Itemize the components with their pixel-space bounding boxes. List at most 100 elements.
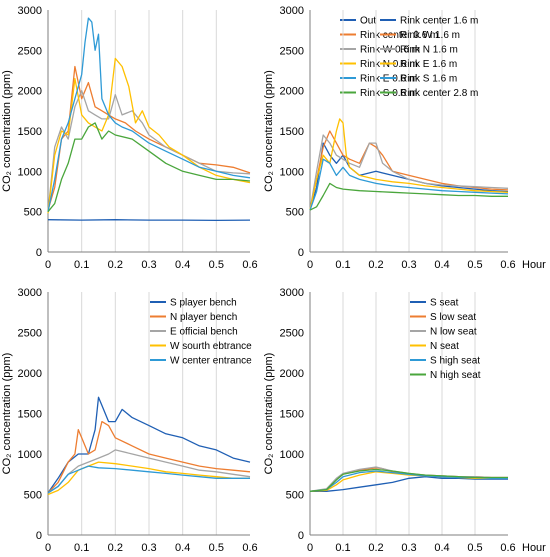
- legend-label: Rink S 1.6 m: [400, 74, 457, 85]
- x-tick-label: 0.3: [141, 259, 156, 271]
- x-tick-label: 0.3: [141, 542, 156, 554]
- series-line-out: [47, 219, 251, 222]
- x-axis-label: Hour: [522, 542, 546, 554]
- x-tick-label: 0.5: [209, 542, 224, 554]
- y-tick-label: 3000: [18, 287, 42, 299]
- legend-label: W center entrance: [170, 356, 252, 367]
- series-line-n-high-seat: [309, 468, 508, 492]
- x-tick-label: 0: [45, 259, 51, 271]
- x-tick-label: 0.2: [368, 542, 383, 554]
- series-line-rink-n-0-6-m: [47, 57, 251, 214]
- y-axis-label: CO₂ concentration (ppm): [263, 70, 275, 192]
- y-axis-label: CO₂ concentration (ppm): [1, 353, 13, 475]
- legend-label: N player bench: [170, 312, 237, 323]
- series-line-rink-n-1-6-m: [309, 134, 509, 211]
- legend: S player bench N player bench E official b…: [150, 298, 252, 367]
- x-tick-label: 0.1: [74, 259, 89, 271]
- chart-panel-4: 0 500 1000 1500 2000 2500 3000 0 0.1 0.2 0.3 0.4 0.5…: [263, 287, 546, 554]
- y-tick-label: 2500: [18, 328, 42, 340]
- x-tick-label: 0.3: [401, 259, 416, 271]
- series-line-s-seat: [310, 476, 508, 492]
- series-line-e-official-bench: [47, 449, 251, 494]
- series-line-w-center-entrance: [47, 465, 250, 494]
- y-tick-label: 1500: [280, 126, 304, 138]
- legend-label: S high seat: [430, 356, 480, 367]
- x-tick-label: 0.3: [401, 542, 416, 554]
- legend: Rink center 1.6 m Rink W 1.6 m Rink N 1.6 …: [380, 16, 478, 99]
- series-line-n-player-bench: [47, 420, 251, 494]
- chart-panel-2: 0 500 1000 1500 2000 2500 3000 0 0.1 0.2 0.3 0.4 0.5…: [263, 5, 546, 271]
- legend-label: S player bench: [170, 298, 237, 309]
- y-tick-label: 1000: [18, 166, 42, 178]
- x-tick-label: 0.2: [108, 259, 123, 271]
- legend-label: Out: [360, 16, 376, 27]
- x-tick-label: 0: [45, 542, 51, 554]
- legend-label: E official bench: [170, 327, 238, 338]
- y-tick-label: 0: [298, 530, 304, 542]
- legend-label: W sourth ebtrance: [170, 341, 252, 352]
- series-line-rink-center-2-8-m: [309, 182, 508, 211]
- x-tick-label: 0.2: [368, 259, 383, 271]
- legend-label: N low seat: [430, 327, 477, 338]
- x-tick-label: 0: [307, 542, 313, 554]
- series-line-rink-s-0-6-m: [47, 122, 251, 213]
- y-tick-label: 3000: [18, 5, 42, 17]
- legend-label: Rink E 1.6 m: [400, 59, 457, 70]
- y-tick-label: 1500: [280, 409, 304, 421]
- series-line-rink-w-0-6-m: [47, 90, 251, 212]
- chart-panel-3: 0 500 1000 1500 2000 2500 3000 0 0.1 0.2 0.3 0.4 0.5…: [1, 287, 258, 554]
- legend-label: Rink center 1.6 m: [400, 16, 478, 27]
- y-tick-label: 2000: [280, 368, 304, 380]
- y-tick-label: 2000: [18, 86, 42, 98]
- x-tick-label: 0.4: [434, 542, 449, 554]
- y-axis-label: CO₂ concentration (ppm): [1, 70, 13, 192]
- x-tick-label: 0.4: [434, 259, 449, 271]
- y-tick-label: 1000: [280, 166, 304, 178]
- x-tick-label: 0.5: [467, 542, 482, 554]
- y-tick-label: 0: [36, 530, 42, 542]
- y-tick-label: 1000: [18, 449, 42, 461]
- x-tick-label: 0: [307, 259, 313, 271]
- y-tick-label: 3000: [280, 5, 304, 17]
- series-line-s-player-bench: [47, 396, 251, 494]
- x-tick-label: 0.6: [500, 259, 515, 271]
- legend-label: S low seat: [430, 312, 476, 323]
- y-tick-label: 2000: [280, 86, 304, 98]
- y-axis-label: CO₂ concentration (ppm): [263, 353, 275, 475]
- series-line-rink-e-0-6-m: [47, 17, 251, 212]
- legend-label: S seat: [430, 298, 459, 309]
- x-tick-label: 0.5: [209, 259, 224, 271]
- y-tick-label: 1000: [280, 449, 304, 461]
- y-tick-label: 2500: [280, 45, 304, 57]
- y-tick-label: 3000: [280, 287, 304, 299]
- legend-label: Rink N 1.6 m: [400, 45, 458, 56]
- y-tick-label: 2500: [280, 328, 304, 340]
- x-tick-label: 0.6: [242, 542, 257, 554]
- y-tick-label: 500: [286, 490, 304, 502]
- x-tick-label: 0.6: [500, 542, 515, 554]
- y-tick-label: 2000: [18, 368, 42, 380]
- x-tick-label: 0.1: [335, 259, 350, 271]
- legend-label: Rink center 2.8 m: [400, 88, 478, 99]
- series-line-rink-center-1-6-m: [309, 142, 509, 211]
- x-axis-label: Hour: [522, 259, 546, 271]
- x-tick-label: 0.4: [175, 259, 190, 271]
- y-tick-label: 1500: [18, 126, 42, 138]
- y-tick-label: 1500: [18, 409, 42, 421]
- x-tick-label: 0.2: [108, 542, 123, 554]
- x-tick-label: 0.1: [335, 542, 350, 554]
- legend-label: Rink W 1.6 m: [400, 30, 460, 41]
- x-tick-label: 0.6: [242, 259, 257, 271]
- x-tick-label: 0.5: [467, 259, 482, 271]
- series-line-w-sourth-ebtrance: [47, 461, 250, 496]
- y-tick-label: 500: [24, 207, 42, 219]
- legend-label: N high seat: [430, 370, 481, 381]
- y-tick-label: 2500: [18, 45, 42, 57]
- series-line-rink-s-1-6-m: [309, 158, 509, 211]
- y-tick-label: 0: [298, 247, 304, 259]
- y-tick-label: 0: [36, 247, 42, 259]
- x-tick-label: 0.4: [175, 542, 190, 554]
- legend-label: Rink center 0.6 m: [360, 30, 438, 41]
